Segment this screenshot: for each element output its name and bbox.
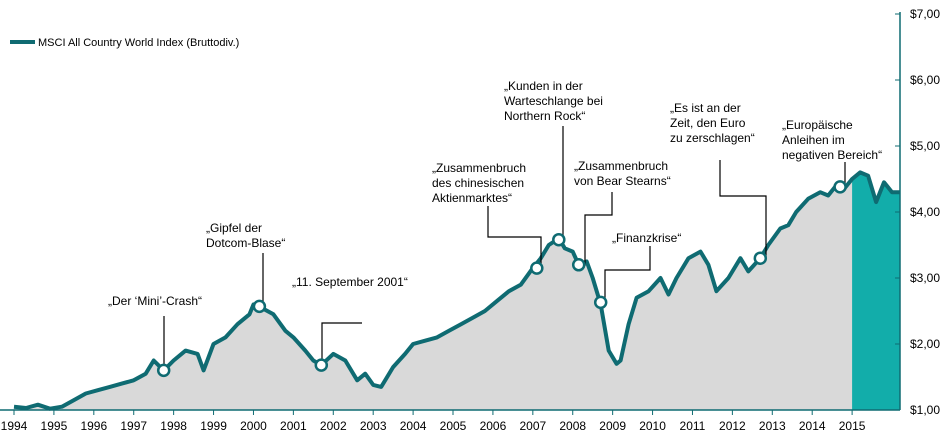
annotation-text-line: Zeit, den Euro (670, 116, 746, 130)
y-tick-label: $7,00 (910, 7, 940, 21)
annotation-text-line: „11. September 2001“ (292, 275, 408, 289)
annotation-leader-line (487, 206, 542, 269)
annotation-3: „11. September 2001“ (292, 275, 408, 367)
x-tick-label: 2007 (519, 419, 546, 433)
annotation-text-line: Northern Rock“ (504, 109, 585, 123)
event-marker-9 (833, 180, 847, 194)
annotation-text-line: „Der ‘Mini’-Crash“ (108, 294, 202, 308)
x-tick-label: 1998 (160, 419, 187, 433)
annotation-text-line: „Zusammenbruch (432, 161, 526, 175)
annotation-text-line: „Zusammenbruch (574, 159, 668, 173)
x-tick-label: 2001 (280, 419, 307, 433)
annotation-leader-line (584, 192, 613, 266)
x-tick-label: 1996 (80, 419, 107, 433)
y-tick-label: $4,00 (910, 205, 940, 219)
legend-label: MSCI All Country World Index (Bruttodiv.… (38, 37, 239, 49)
annotation-text-line: „Finanzkrise“ (612, 231, 681, 245)
x-tick-label: 1994 (1, 419, 28, 433)
event-marker-2 (252, 299, 267, 314)
y-tick-label: $1,00 (910, 403, 940, 417)
legend: MSCI All Country World Index (Bruttodiv.… (10, 37, 239, 49)
area-layer (13, 170, 900, 411)
event-marker-1 (156, 363, 171, 378)
annotation-text-line: zu zerschlagen“ (670, 131, 755, 145)
event-marker-6 (571, 258, 586, 272)
x-tick-label: 2009 (599, 419, 626, 433)
event-marker-8 (753, 251, 768, 265)
annotation-leader-line (719, 160, 767, 259)
series-line (13, 170, 900, 411)
annotation-text-line: von Bear Stearns“ (574, 174, 671, 188)
annotation-text-line: des chinesischen (432, 176, 524, 190)
annotation-text-line: „Kunden in der (504, 79, 583, 93)
marker-layer (156, 180, 847, 378)
axis-layer: 1994 1995 1996 1997 1998 1999 2000 2001 2002 2003… (0, 7, 940, 433)
y-tick-label: $5,00 (910, 139, 940, 153)
x-tick-label: 2013 (759, 419, 786, 433)
x-tick-label: 2008 (559, 419, 586, 433)
annotation-leader-line (604, 246, 651, 303)
annotation-text-line: negativen Bereich“ (782, 148, 882, 162)
annotation-text-line: Warteschlange bei (504, 94, 603, 108)
y-tick-label: $6,00 (910, 73, 940, 87)
x-tick-label: 2011 (680, 419, 706, 433)
x-tick-label: 2002 (320, 419, 347, 433)
annotation-text-line: „Europäische (782, 118, 853, 132)
y-tick-label: $2,00 (910, 337, 940, 351)
x-tick-label: 2006 (480, 419, 507, 433)
x-tick-label: 2014 (799, 419, 826, 433)
annotation-text-line: „Gipfel der (206, 221, 262, 235)
x-tick-label: 2004 (400, 419, 427, 433)
y-tick-label: $3,00 (910, 271, 940, 285)
annotation-leader-line (321, 322, 362, 367)
event-marker-4 (530, 261, 544, 275)
x-tick-label: 2010 (639, 419, 666, 433)
highlight-area-2015 (852, 172, 900, 410)
x-tick-label: 1997 (120, 419, 147, 433)
annotation-text-line: Aktienmarktes“ (432, 191, 512, 205)
event-marker-5 (552, 232, 566, 247)
x-tick-label: 2003 (360, 419, 387, 433)
annotation-text-line: Dotcom-Blase“ (206, 236, 285, 250)
x-tick-label: 1999 (200, 419, 227, 433)
x-tick-label: 1995 (41, 419, 68, 433)
x-tick-label: 2012 (719, 419, 746, 433)
event-marker-7 (593, 295, 608, 310)
annotation-1: „Der ‘Mini’-Crash“ (108, 294, 202, 373)
x-tick-label: 2000 (240, 419, 267, 433)
area-fill (14, 172, 900, 410)
annotation-text-line: „Es ist an der (670, 101, 741, 115)
annotation-7: „Finanzkrise“ (604, 231, 681, 303)
event-marker-3 (314, 358, 329, 372)
x-tick-label: 2015 (839, 419, 866, 433)
x-tick-label: 2005 (440, 419, 467, 433)
annotation-layer: „Der ‘Mini’-Crash“ „Gipfel derDotcom-Blas… (108, 79, 882, 373)
annotation-text-line: Anleihen im (782, 133, 845, 147)
